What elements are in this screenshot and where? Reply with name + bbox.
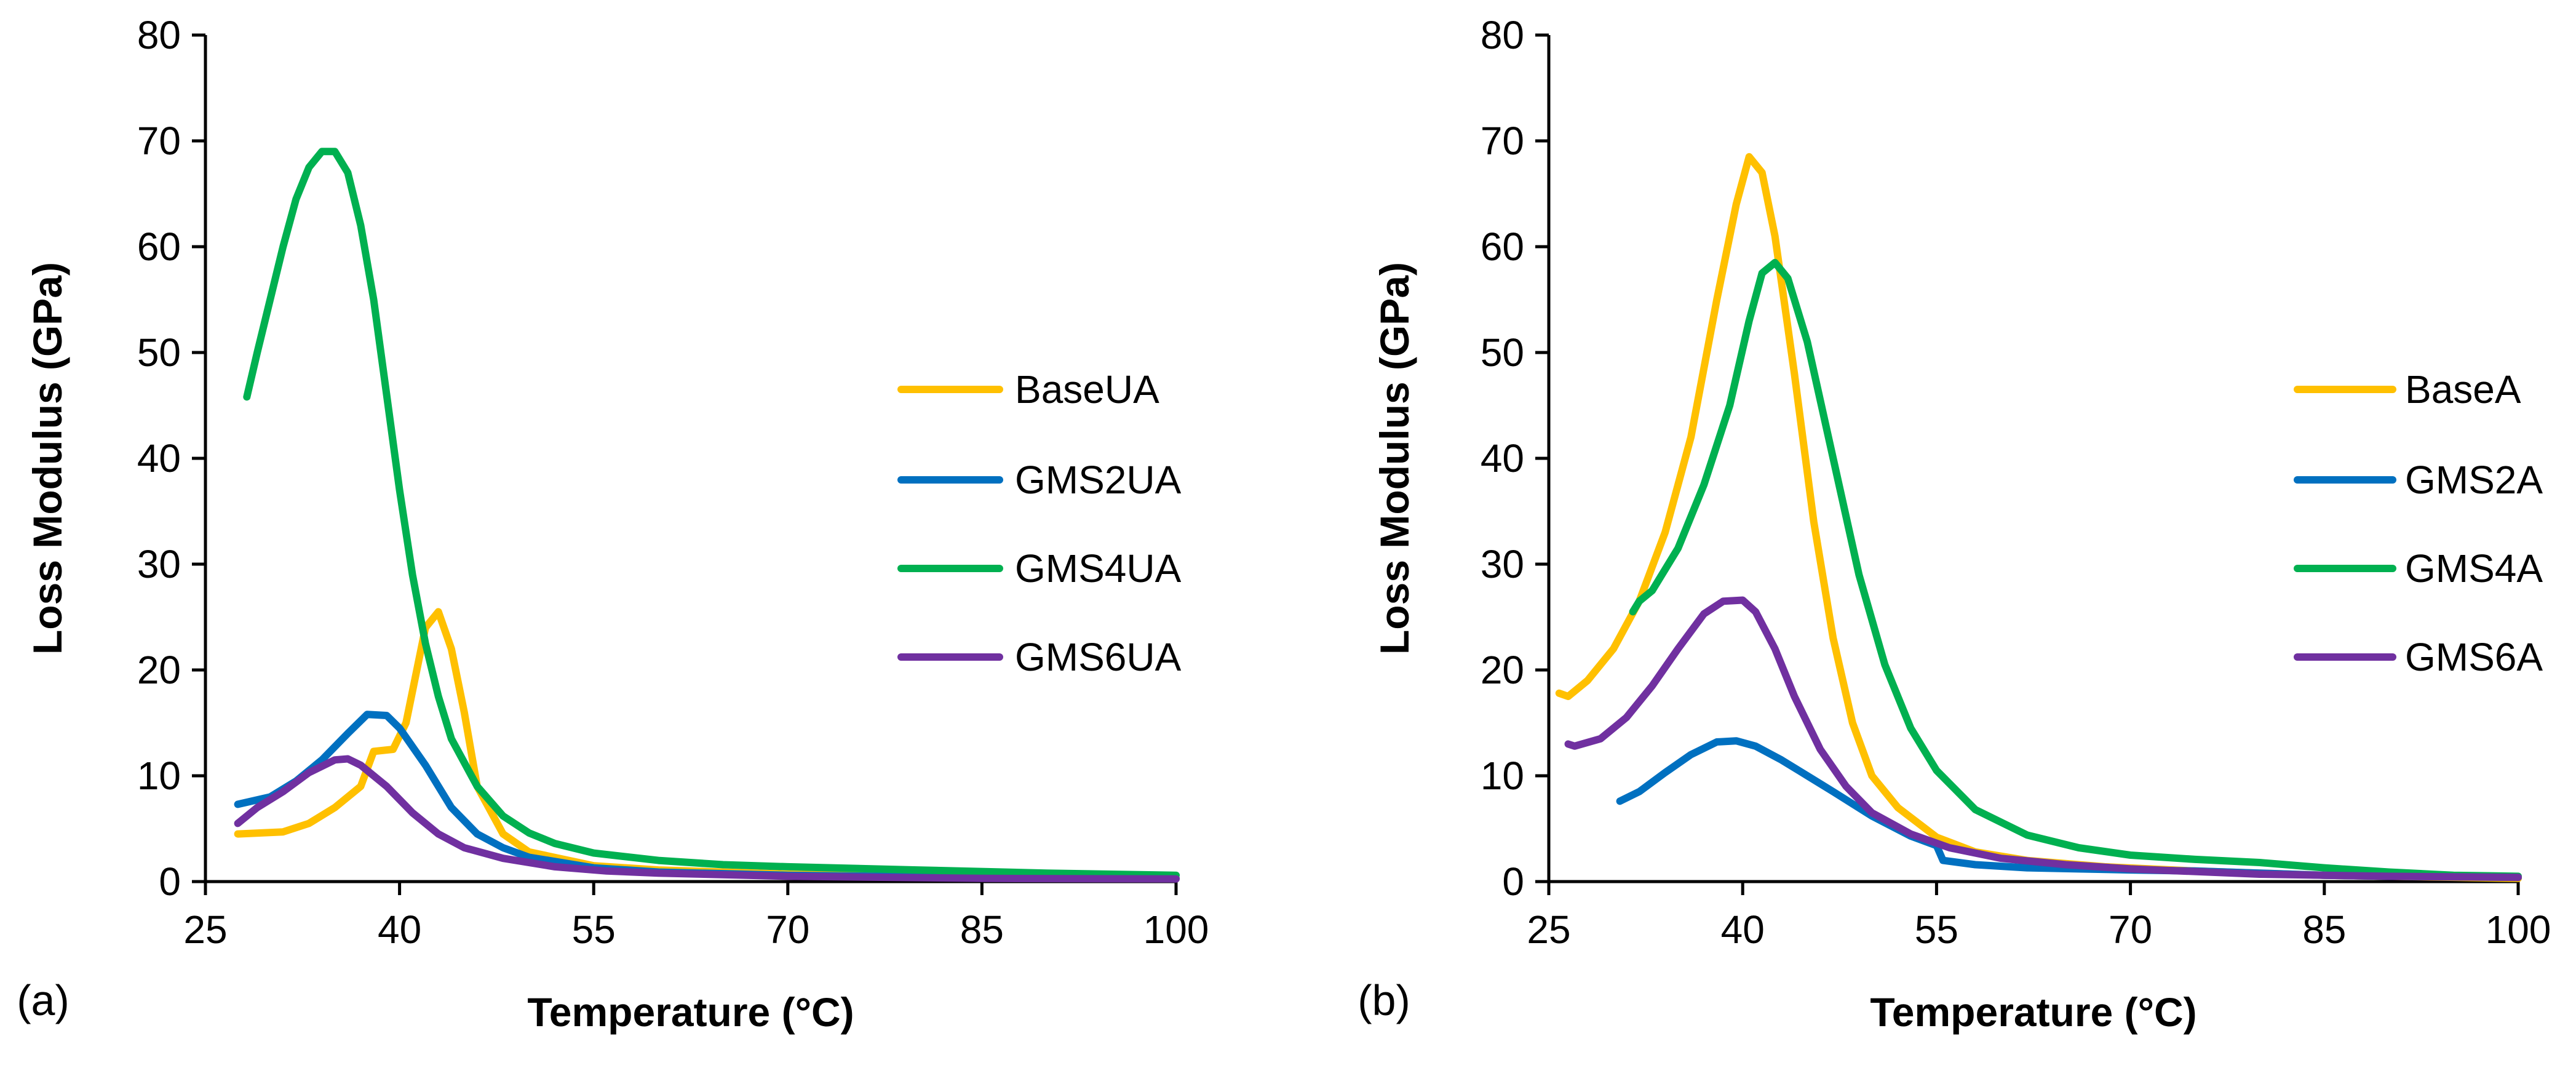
chart-panel-1: 0 10 20 30 40 50 60 70 80 25 40 55 70 85 100 Temperatur…	[17, 13, 1209, 1035]
x-tick-label: 40	[1721, 907, 1765, 952]
x-axis-title: Temperature (°C)	[1870, 989, 2196, 1035]
y-tick-label: 20	[137, 648, 181, 692]
x-tick-label: 40	[378, 907, 421, 952]
x-tick-label: 55	[572, 907, 616, 952]
legend-label-GMS6UA: GMS6UA	[1015, 635, 1182, 679]
y-tick-label: 50	[137, 330, 181, 375]
panel-label: (b)	[1358, 976, 1410, 1024]
legend-label-GMS2A: GMS2A	[2405, 458, 2543, 502]
x-tick-label: 100	[2486, 907, 2551, 952]
y-tick-label: 50	[1481, 330, 1524, 375]
legend-label-GMS4UA: GMS4UA	[1015, 546, 1182, 591]
y-tick-label: 30	[137, 542, 181, 586]
y-tick-label: 20	[1481, 648, 1524, 692]
series-line-GMS2A	[1616, 737, 2522, 882]
legend-label-BaseA: BaseA	[2405, 367, 2521, 412]
chart-panel-2: 0 10 20 30 40 50 60 70 80 25 40 55 70 85 100 Temperatur…	[1358, 13, 2551, 1035]
x-tick-label: 25	[1527, 907, 1570, 952]
series-line-GMS6A	[1564, 596, 2522, 882]
x-tick-label: 25	[183, 907, 227, 952]
y-axis-title: Loss Modulus (GPa)	[1372, 262, 1417, 655]
series-line-GMS6UA	[234, 755, 1180, 883]
y-axis-title: Loss Modulus (GPa)	[25, 262, 70, 655]
legend-label-BaseUA: BaseUA	[1015, 367, 1159, 412]
y-tick-label: 10	[1481, 754, 1524, 798]
series-line-GMS4UA	[243, 148, 1180, 879]
x-tick-label: 100	[1143, 907, 1209, 952]
legend-label-GMS2UA: GMS2UA	[1015, 458, 1182, 502]
x-tick-label: 85	[960, 907, 1004, 952]
series-line-BaseA	[1555, 153, 2522, 882]
y-tick-label: 60	[1481, 225, 1524, 269]
y-tick-label: 80	[137, 13, 181, 57]
legend-label-GMS4A: GMS4A	[2405, 546, 2543, 591]
y-tick-label: 40	[1481, 436, 1524, 480]
y-tick-label: 10	[137, 754, 181, 798]
y-tick-label: 0	[1502, 859, 1524, 904]
y-tick-label: 80	[1481, 13, 1524, 57]
y-tick-label: 60	[137, 225, 181, 269]
legend-label-GMS6A: GMS6A	[2405, 635, 2543, 679]
y-tick-label: 40	[137, 436, 181, 480]
x-tick-label: 85	[2302, 907, 2346, 952]
y-tick-label: 70	[137, 119, 181, 163]
x-tick-label: 70	[2109, 907, 2152, 952]
x-tick-label: 70	[766, 907, 809, 952]
x-axis-title: Temperature (°C)	[527, 989, 854, 1035]
x-tick-label: 55	[1915, 907, 1958, 952]
series-line-GMS2UA	[234, 711, 1180, 882]
y-tick-label: 70	[1481, 119, 1524, 163]
series-line-GMS4A	[1629, 258, 2522, 880]
panel-label: (a)	[17, 976, 70, 1024]
y-tick-label: 0	[159, 859, 181, 904]
y-tick-label: 30	[1481, 542, 1524, 586]
